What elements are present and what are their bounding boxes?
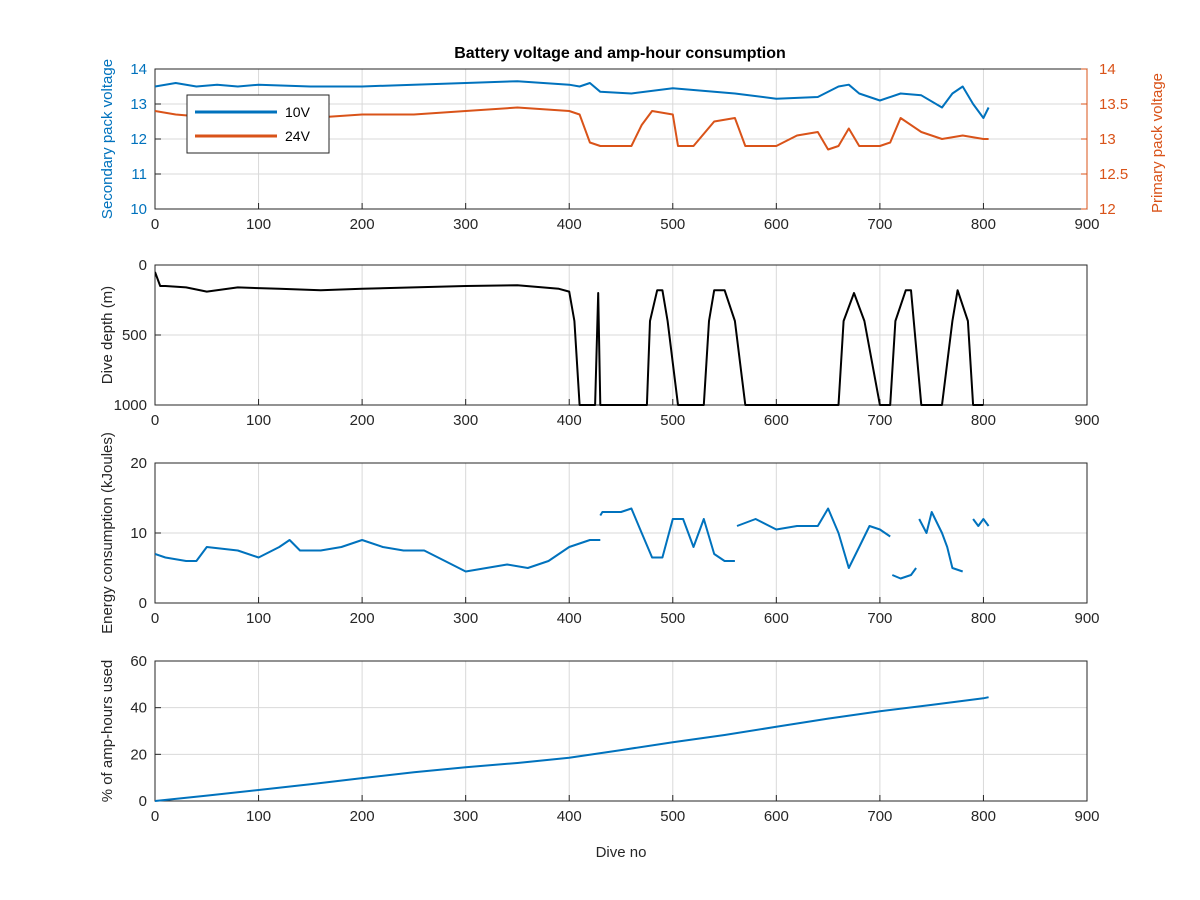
- x-tick-label: 400: [557, 610, 582, 627]
- y-axis-label: Dive depth (m): [99, 286, 116, 384]
- y-axis-label: Secondary pack voltage: [99, 59, 116, 219]
- y-tick-label: 60: [130, 653, 147, 670]
- x-tick-label: 700: [867, 216, 892, 233]
- y-tick-label: 11: [131, 166, 147, 183]
- plot-frame: [154, 660, 1088, 802]
- x-tick-label: 500: [660, 216, 685, 233]
- x-tick-label: 800: [971, 808, 996, 825]
- y-tick-label: 13: [130, 96, 147, 113]
- x-tick-label: 600: [764, 808, 789, 825]
- x-tick-label: 100: [246, 216, 271, 233]
- x-tick-label: 100: [246, 610, 271, 627]
- panel-1: 0 100 200 300 400 500 600 700 800 900 10 11 12 13 14 Se…: [99, 59, 1166, 233]
- series-line-24v: [155, 106, 989, 151]
- x-tick-label: 800: [971, 412, 996, 429]
- series-line-3-5: [918, 511, 964, 573]
- y-right-tick-label: 13.5: [1099, 96, 1128, 113]
- x-tick-label: 100: [246, 412, 271, 429]
- panel-2: 0 100 200 300 400 500 600 700 800 900 0 500 1000 Dive…: [99, 257, 1100, 429]
- y-tick-label: 40: [130, 700, 147, 717]
- x-tick-label: 600: [764, 610, 789, 627]
- x-tick-label: 600: [764, 412, 789, 429]
- x-tick-label: 900: [1074, 412, 1099, 429]
- x-tick-label: 0: [151, 610, 159, 627]
- x-tick-label: 200: [350, 808, 375, 825]
- y-right-tick-label: 12.5: [1099, 166, 1128, 183]
- x-tick-label: 300: [453, 412, 478, 429]
- y-right-axis-label: Primary pack voltage: [1149, 73, 1166, 213]
- y-tick-label: 20: [130, 455, 147, 472]
- legend-label-24v: 24V: [285, 128, 311, 144]
- y-tick-label: 20: [130, 746, 147, 763]
- series-line-2-1: [155, 271, 984, 406]
- chart-title: Battery voltage and amp-hour consumption: [454, 45, 786, 62]
- x-tick-label: 500: [660, 412, 685, 429]
- y-tick-label: 10: [130, 525, 147, 542]
- x-tick-label: 400: [557, 216, 582, 233]
- series-line-3-6: [972, 518, 990, 527]
- y-tick-label: 0: [139, 257, 147, 274]
- x-tick-label: 0: [151, 808, 159, 825]
- series-line-3-1: [155, 539, 601, 573]
- x-tick-label: 900: [1074, 610, 1099, 627]
- x-tick-label: 600: [764, 216, 789, 233]
- x-tick-label: 900: [1074, 808, 1099, 825]
- series-line-3-2: [599, 507, 735, 562]
- x-tick-label: 900: [1074, 216, 1099, 233]
- x-tick-label: 0: [151, 216, 159, 233]
- y-tick-label: 12: [130, 131, 147, 148]
- y-tick-label: 500: [122, 327, 147, 344]
- y-axis-label: Energy consumption (kJoules): [99, 432, 116, 634]
- series-line-10v: [155, 80, 990, 119]
- x-tick-label: 700: [867, 808, 892, 825]
- x-tick-label: 800: [971, 610, 996, 627]
- series-line-3-4: [891, 567, 917, 580]
- x-axis-label: Dive no: [596, 844, 647, 861]
- y-tick-label: 0: [139, 793, 147, 810]
- x-tick-label: 700: [867, 610, 892, 627]
- x-tick-label: 500: [660, 610, 685, 627]
- x-tick-label: 700: [867, 412, 892, 429]
- x-tick-label: 400: [557, 808, 582, 825]
- y-axis-label: % of amp-hours used: [99, 660, 116, 803]
- y-tick-label: 0: [139, 595, 147, 612]
- x-tick-label: 500: [660, 808, 685, 825]
- x-tick-label: 300: [453, 610, 478, 627]
- series-line-4-1: [155, 696, 989, 802]
- x-tick-label: 300: [453, 808, 478, 825]
- legend-box: [186, 94, 330, 154]
- y-tick-label: 1000: [114, 397, 147, 414]
- y-right-tick-label: 14: [1099, 61, 1116, 78]
- y-right-tick-label: 13: [1099, 131, 1116, 148]
- x-tick-label: 200: [350, 216, 375, 233]
- x-tick-label: 400: [557, 412, 582, 429]
- y-right-tick-label: 12: [1099, 201, 1116, 218]
- x-tick-label: 200: [350, 412, 375, 429]
- panel-4: 0 100 200 300 400 500 600 700 800 900 0 20 40 60 % of …: [99, 653, 1100, 861]
- legend: 10V 24V: [186, 94, 330, 154]
- x-tick-label: 0: [151, 412, 159, 429]
- y-tick-label: 10: [130, 201, 147, 218]
- panel-3: 0 100 200 300 400 500 600 700 800 900 0 10 20 Energy …: [99, 432, 1100, 634]
- x-tick-label: 300: [453, 216, 478, 233]
- x-tick-label: 100: [246, 808, 271, 825]
- y-tick-label: 14: [130, 61, 147, 78]
- x-tick-label: 800: [971, 216, 996, 233]
- series-line-3-3: [736, 507, 891, 569]
- legend-label-10v: 10V: [285, 104, 311, 120]
- x-tick-label: 200: [350, 610, 375, 627]
